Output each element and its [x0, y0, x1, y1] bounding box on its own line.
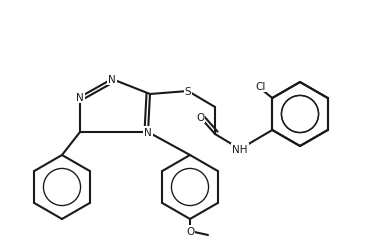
Text: N: N — [76, 93, 84, 102]
Text: O: O — [186, 226, 194, 236]
Text: S: S — [185, 87, 191, 97]
Text: NH: NH — [232, 144, 248, 154]
Text: N: N — [144, 128, 152, 138]
Text: O: O — [196, 112, 204, 122]
Text: N: N — [108, 75, 116, 85]
Text: Cl: Cl — [255, 82, 265, 92]
